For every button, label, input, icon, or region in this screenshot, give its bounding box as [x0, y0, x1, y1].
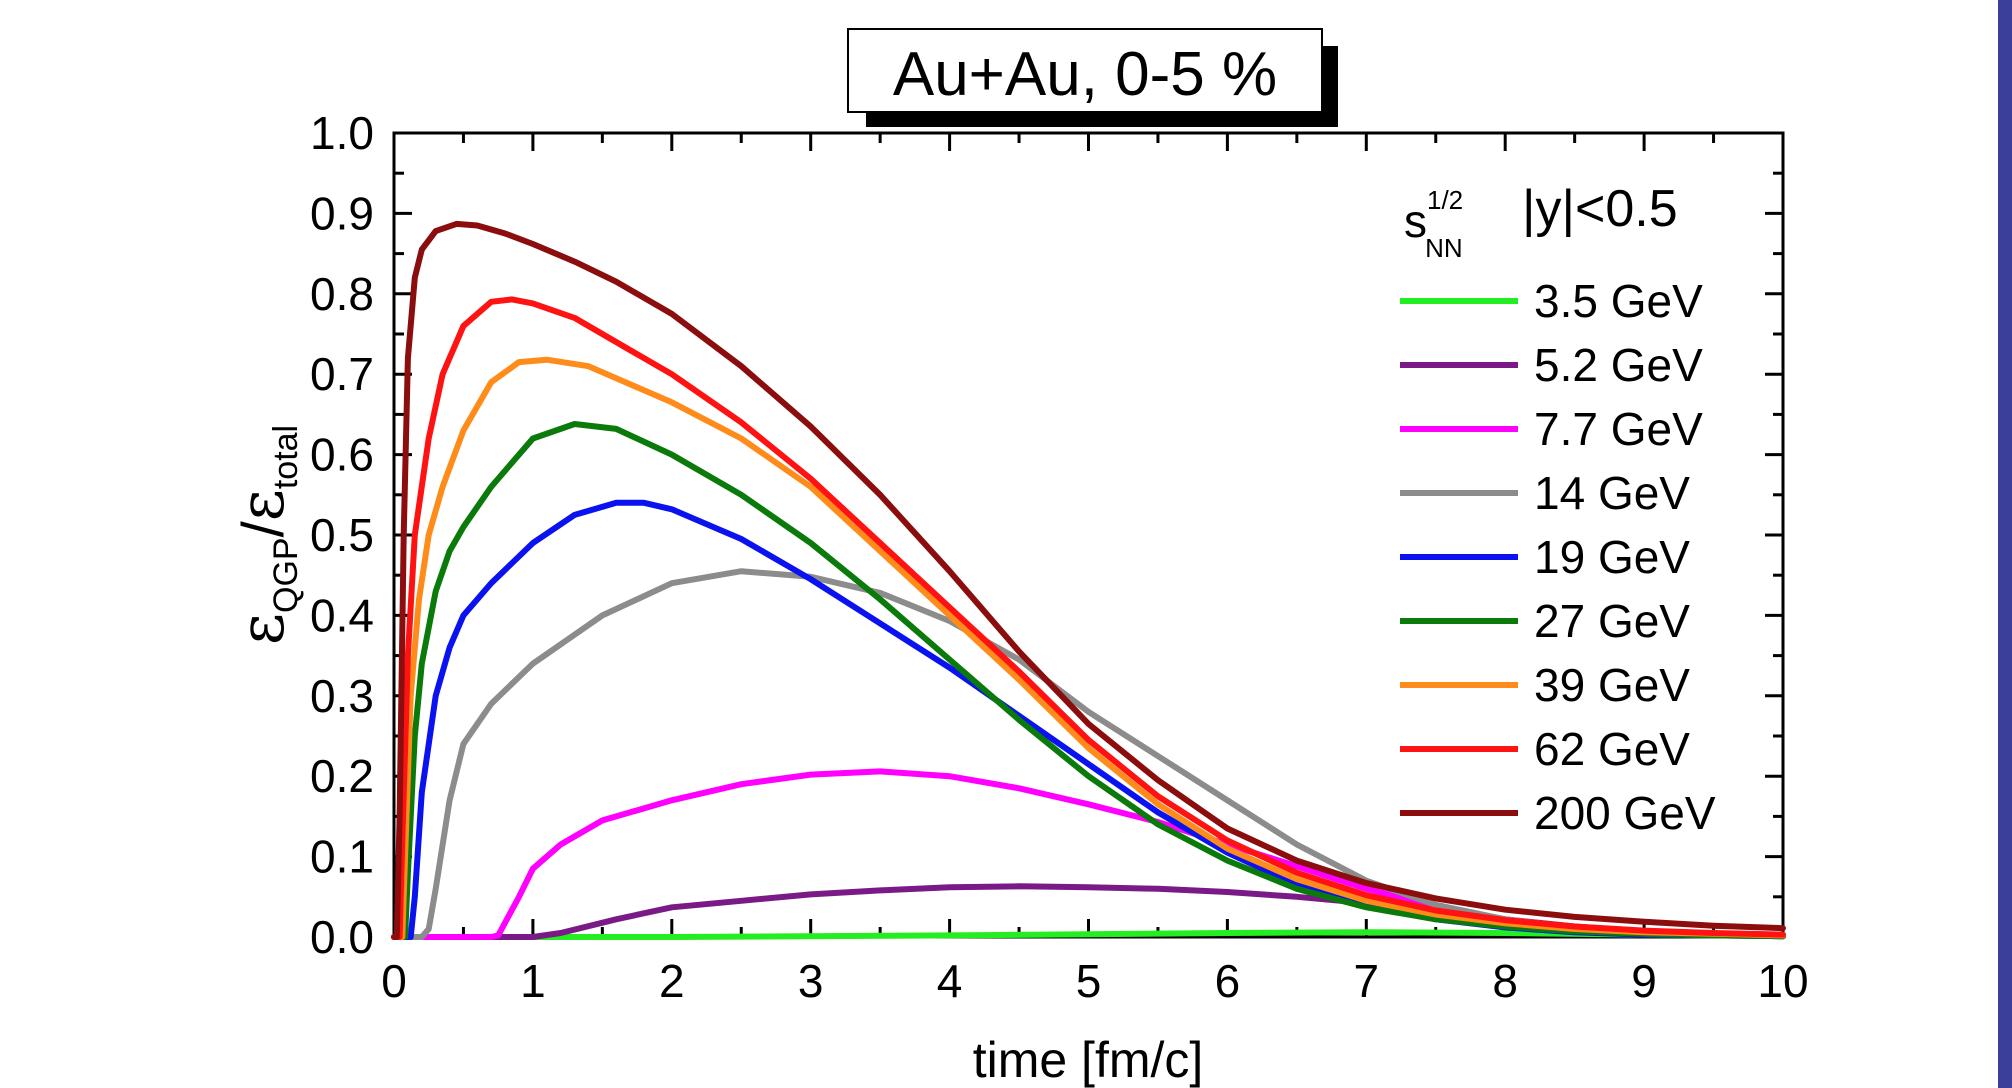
x-tick-label: 2 — [659, 955, 685, 1007]
series-line-62-gev — [391, 296, 1786, 940]
x-tick-label: 5 — [1076, 955, 1102, 1007]
y-label-sub-qgp: QGP — [267, 537, 305, 613]
legend-rapidity: |y|<0.5 — [1522, 180, 1678, 238]
legend-label: 200 GeV — [1534, 787, 1716, 839]
y-tick-label: 0.1 — [310, 831, 374, 883]
y-tick-label: 0.5 — [310, 509, 374, 561]
y-tick-label: 0.4 — [310, 589, 374, 641]
legend-label: 3.5 GeV — [1534, 275, 1703, 327]
title-box: Au+Au, 0-5 % — [847, 28, 1338, 127]
legend-label: 27 GeV — [1534, 595, 1690, 647]
y-label-epsilon-den: ε — [225, 489, 298, 521]
chart-title: Au+Au, 0-5 % — [893, 40, 1277, 109]
title-frame — [847, 28, 1323, 113]
legend-label: 14 GeV — [1534, 467, 1690, 519]
x-tick-label: 7 — [1354, 955, 1380, 1007]
series-line-27-gev — [391, 421, 1786, 940]
legend-header-s: s — [1404, 195, 1427, 247]
y-tick-label: 1.0 — [310, 107, 374, 159]
y-tick-labels: 0.0 0.1 0.2 0.3 0.4 0.5 0.6 0.7 0.8 0.9 1.0 — [310, 107, 374, 963]
legend-header-sup: 1/2 — [1427, 185, 1463, 215]
y-label-epsilon-num: ε — [225, 613, 298, 645]
legend-entries: 3.5 GeV 5.2 GeV 7.7 GeV 14 GeV 19 GeV 27 GeV 3… — [1400, 275, 1716, 839]
y-tick-label: 0.2 — [310, 750, 374, 802]
x-tick-label: 10 — [1757, 955, 1808, 1007]
y-tick-label: 0.3 — [310, 670, 374, 722]
y-tick-label: 0.6 — [310, 429, 374, 481]
legend-label: 19 GeV — [1534, 531, 1690, 583]
y-label-sub-total: total — [267, 425, 305, 489]
legend-header: s1/2 NN — [1404, 185, 1463, 263]
legend-header-sub: NN — [1425, 233, 1463, 263]
x-tick-label: 4 — [937, 955, 963, 1007]
x-axis-label: time [fm/c] — [973, 1032, 1204, 1088]
series-line-200-gev — [391, 220, 1786, 940]
legend-label: 7.7 GeV — [1534, 403, 1703, 455]
series-lines — [391, 220, 1786, 940]
x-tick-label: 1 — [520, 955, 546, 1007]
x-tick-label: 9 — [1631, 955, 1657, 1007]
y-tick-label: 0.7 — [310, 348, 374, 400]
y-tick-label: 0.9 — [310, 187, 374, 239]
legend-label: 5.2 GeV — [1534, 339, 1703, 391]
x-tick-label: 0 — [381, 955, 407, 1007]
legend-label: 39 GeV — [1534, 659, 1690, 711]
x-tick-label: 6 — [1215, 955, 1241, 1007]
y-axis-label-text: εQGP/εtotal — [225, 425, 305, 645]
x-tick-label: 3 — [798, 955, 824, 1007]
y-tick-label: 0.0 — [310, 911, 374, 963]
right-edge-bar — [1998, 0, 2012, 1088]
y-axis-label: εQGP/εtotal — [225, 425, 305, 645]
y-label-slash: / — [231, 520, 296, 537]
series-line-39-gev — [391, 356, 1786, 940]
x-tick-labels: 0 1 2 3 4 5 6 7 8 9 10 — [381, 955, 1808, 1007]
x-tick-label: 8 — [1492, 955, 1518, 1007]
legend: s1/2 NN |y|<0.5 3.5 GeV 5.2 GeV 7.7 GeV 14 G… — [1400, 180, 1716, 839]
y-tick-label: 0.8 — [310, 268, 374, 320]
legend-label: 62 GeV — [1534, 723, 1690, 775]
